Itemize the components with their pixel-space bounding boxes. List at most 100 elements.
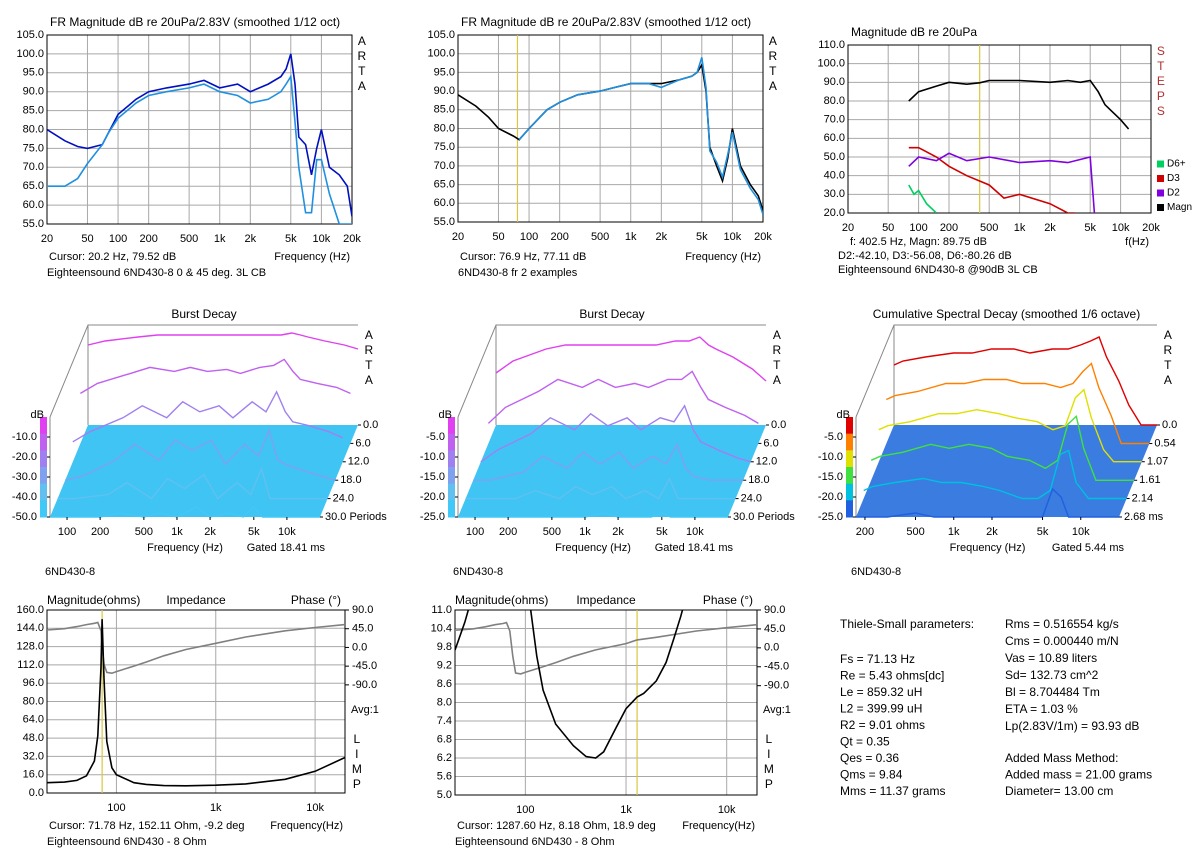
x-tick-label: 2k bbox=[204, 526, 216, 538]
y-tick-label: 105.0 bbox=[16, 29, 44, 41]
y2-tick-label: -90.0 bbox=[352, 679, 377, 691]
colorbar-segment bbox=[448, 467, 455, 485]
ts-param: Lp(2.83V/1m) = 93.93 dB bbox=[1005, 719, 1139, 733]
colorbar-segment bbox=[448, 500, 455, 518]
x-tick-label: 1k bbox=[214, 233, 226, 245]
series-line bbox=[47, 621, 345, 675]
y-tick-label: -40.0 bbox=[12, 491, 37, 503]
x-tick-label: 200 bbox=[91, 526, 109, 538]
y-tick-label: 50.0 bbox=[824, 151, 845, 163]
colorbar-segment bbox=[448, 433, 455, 451]
y-tick-label: 90.0 bbox=[824, 76, 845, 88]
y2-tick-label: 0.0 bbox=[764, 642, 779, 654]
x-tick-label: 500 bbox=[906, 526, 924, 538]
z-tick-label: 0.0 bbox=[771, 419, 786, 431]
y-tick-label: -15.0 bbox=[818, 471, 843, 483]
x-tick-label: 1k bbox=[171, 526, 183, 538]
ts-param: Re = 5.43 ohms[dc] bbox=[840, 669, 944, 683]
z-tick-label: 0.0 bbox=[1162, 419, 1177, 431]
ts-param: Added mass = 21.00 grams bbox=[1005, 768, 1152, 782]
y-tick-label: 60.0 bbox=[824, 132, 845, 144]
x-tick-label: 20 bbox=[41, 233, 53, 245]
y-tick-label: 95.0 bbox=[23, 67, 44, 79]
decay-slice bbox=[870, 414, 1135, 481]
colorbar-segment bbox=[40, 483, 47, 501]
x-tick-label: 500 bbox=[135, 526, 153, 538]
x-tick-label: 50 bbox=[492, 231, 504, 243]
x-tick-label: 100 bbox=[109, 233, 127, 245]
caption: 6ND430-8 fr 2 examples bbox=[458, 267, 578, 279]
y-tick-label: -5.0 bbox=[426, 431, 445, 443]
x-tick-label: 1k bbox=[625, 231, 637, 243]
x-tick-label: 5k bbox=[248, 526, 260, 538]
series-line bbox=[455, 621, 757, 675]
y-tick-label: -20.0 bbox=[420, 491, 445, 503]
y-tick-label: 80.0 bbox=[824, 95, 845, 107]
chart-title: FR Magnitude dB re 20uPa/2.83V (smoothed… bbox=[461, 15, 751, 29]
y-tick-label: 8.6 bbox=[437, 678, 452, 690]
decay-slice bbox=[495, 336, 767, 382]
x-tick-label: 200 bbox=[940, 222, 958, 234]
side-label: STEPS bbox=[1154, 44, 1168, 119]
caption: Eighteensound 6ND430 - 8 Ohm bbox=[47, 836, 207, 848]
floor bbox=[458, 425, 766, 517]
y-tick-label: 112.0 bbox=[17, 659, 44, 671]
colorbar-segment bbox=[448, 417, 455, 435]
colorbar-segment bbox=[846, 467, 853, 485]
side-label: ARTA bbox=[770, 328, 784, 388]
ts-param: L2 = 399.99 uH bbox=[840, 702, 922, 716]
x-tick-label: 20k bbox=[754, 231, 772, 243]
note: Avg:1 bbox=[351, 704, 379, 716]
x-tick-label: 500 bbox=[543, 526, 561, 538]
z-tick-label: 0.0 bbox=[363, 419, 378, 431]
y-tick-label: -5.0 bbox=[824, 431, 843, 443]
gate-label: Gated 5.44 ms bbox=[1052, 542, 1125, 554]
y2-tick-label: 0.0 bbox=[352, 641, 367, 653]
z-tick-label: 6.0 bbox=[355, 437, 370, 449]
x-tick-label: 5k bbox=[285, 233, 297, 245]
y-tick-label: 110.0 bbox=[818, 39, 845, 51]
plot-border bbox=[847, 44, 1152, 214]
z-tick-label: 12.0 bbox=[756, 456, 777, 468]
y-tick-label: 16.0 bbox=[23, 769, 44, 781]
side-label: ARTA bbox=[355, 34, 369, 94]
x-axis-label: Frequency(Hz) bbox=[682, 820, 755, 832]
y-tick-label: -10.0 bbox=[420, 451, 445, 463]
colorbar-segment bbox=[40, 433, 47, 451]
cursor-readout: Cursor: 71.78 Hz, 152.11 Ohm, -9.2 deg bbox=[49, 820, 244, 832]
x-tick-label: 10k bbox=[718, 804, 736, 816]
chart-title: Burst Decay bbox=[579, 307, 644, 321]
x-tick-label: 1k bbox=[210, 802, 222, 814]
ts-param: Qms = 9.84 bbox=[840, 768, 903, 782]
z-tick-label: 0.54 bbox=[1154, 437, 1175, 449]
x-tick-label: 500 bbox=[980, 222, 998, 234]
ts-param: Fs = 71.13 Hz bbox=[840, 652, 915, 666]
x-axis-label: f(Hz) bbox=[1125, 236, 1149, 248]
chart-title: Impedance bbox=[166, 593, 226, 607]
x-tick-label: 10k bbox=[1112, 222, 1130, 234]
y2-tick-label: 45.0 bbox=[352, 623, 373, 635]
ts-subtitle: Added Mass Method: bbox=[1005, 751, 1118, 765]
x-axis-label: Frequency (Hz) bbox=[685, 251, 761, 263]
x-axis-label: Frequency (Hz) bbox=[274, 251, 350, 263]
y-tick-label: 160.0 bbox=[16, 604, 44, 616]
y-tick-label: -20.0 bbox=[818, 491, 843, 503]
x-tick-label: 100 bbox=[520, 231, 538, 243]
decay-slice bbox=[465, 476, 736, 500]
z-tick-label: 30.0 Periods bbox=[325, 511, 387, 523]
y-tick-label: 55.0 bbox=[434, 216, 455, 228]
y-tick-label: 10.4 bbox=[431, 622, 452, 634]
y-tick-label: 90.0 bbox=[434, 85, 455, 97]
y-tick-label: 105.0 bbox=[427, 29, 455, 41]
x-tick-label: 100 bbox=[466, 526, 484, 538]
x-tick-label: 2k bbox=[656, 231, 668, 243]
x-tick-label: 100 bbox=[909, 222, 927, 234]
z-tick-label: 2.14 bbox=[1132, 492, 1153, 504]
cursor-readout: Cursor: 1287.60 Hz, 8.18 Ohm, 18.9 deg bbox=[457, 820, 656, 832]
y2-tick-label: 45.0 bbox=[764, 623, 785, 635]
y-axis-label: dB bbox=[837, 409, 850, 421]
legend-label: D6+ bbox=[1167, 159, 1186, 170]
decay-slice bbox=[878, 388, 1142, 463]
decay-slice bbox=[480, 404, 751, 463]
x-tick-label: 100 bbox=[516, 804, 534, 816]
